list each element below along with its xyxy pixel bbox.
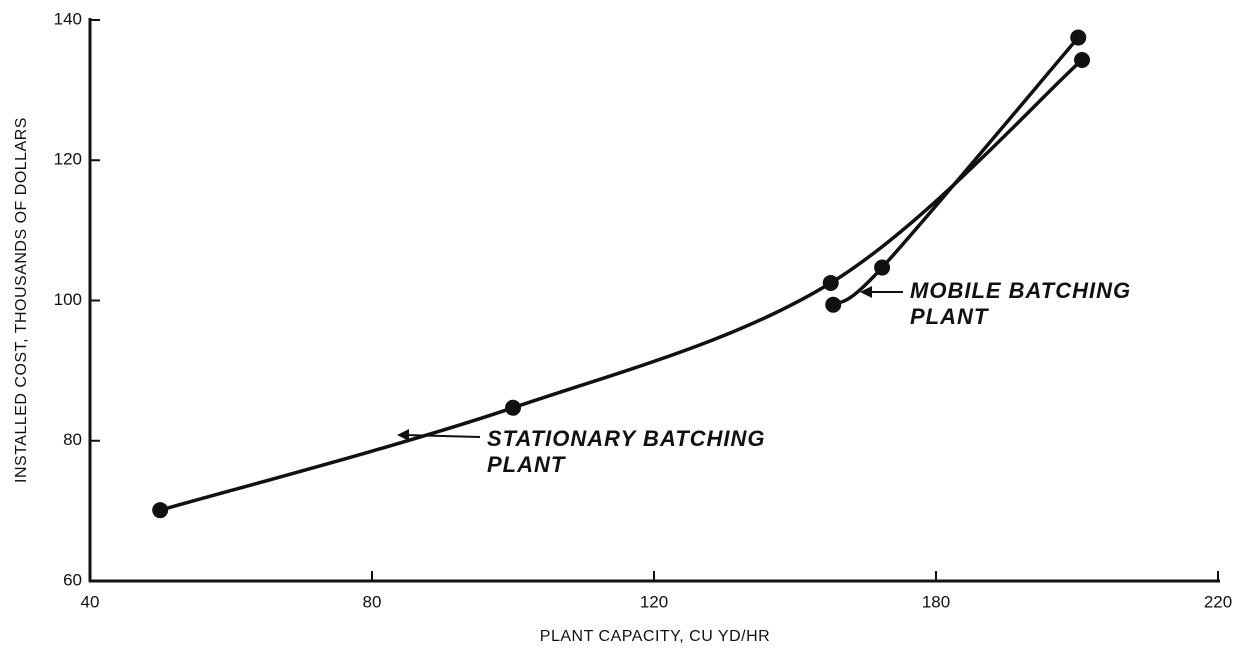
x-tick-label: 40 bbox=[81, 592, 100, 611]
x-tick-label: 80 bbox=[363, 592, 382, 611]
point bbox=[152, 502, 169, 519]
y-tick-label: 80 bbox=[63, 430, 82, 449]
y-tick-label: 100 bbox=[54, 290, 82, 309]
y-tick-label: 140 bbox=[54, 9, 82, 28]
point bbox=[1070, 29, 1087, 46]
annotation-arrow bbox=[404, 434, 481, 438]
point bbox=[1074, 51, 1091, 68]
annotation: MOBILE BATCHING bbox=[910, 278, 1131, 303]
x-tick-label: 120 bbox=[640, 592, 668, 611]
annotation: PLANT bbox=[487, 452, 566, 477]
x-tick-label: 180 bbox=[922, 592, 950, 611]
line bbox=[832, 36, 1080, 307]
point bbox=[505, 399, 521, 416]
annotation: STATIONARY BATCHING bbox=[487, 426, 766, 451]
point bbox=[822, 274, 839, 291]
point bbox=[874, 259, 891, 276]
annotation-arrowhead bbox=[860, 286, 872, 298]
x-axis-label: PLANT CAPACITY, CU YD/HR bbox=[540, 628, 770, 645]
y-axis-label: INSTALLED COST, THOUSANDS OF DOLLARS bbox=[13, 117, 30, 483]
annotation: PLANT bbox=[910, 304, 989, 329]
y-tick-label: 60 bbox=[63, 570, 82, 589]
point bbox=[825, 296, 842, 313]
line bbox=[159, 58, 1084, 512]
annotation-arrowhead bbox=[397, 429, 409, 441]
y-tick-label: 120 bbox=[54, 150, 82, 169]
x-tick-label: 220 bbox=[1204, 592, 1232, 611]
